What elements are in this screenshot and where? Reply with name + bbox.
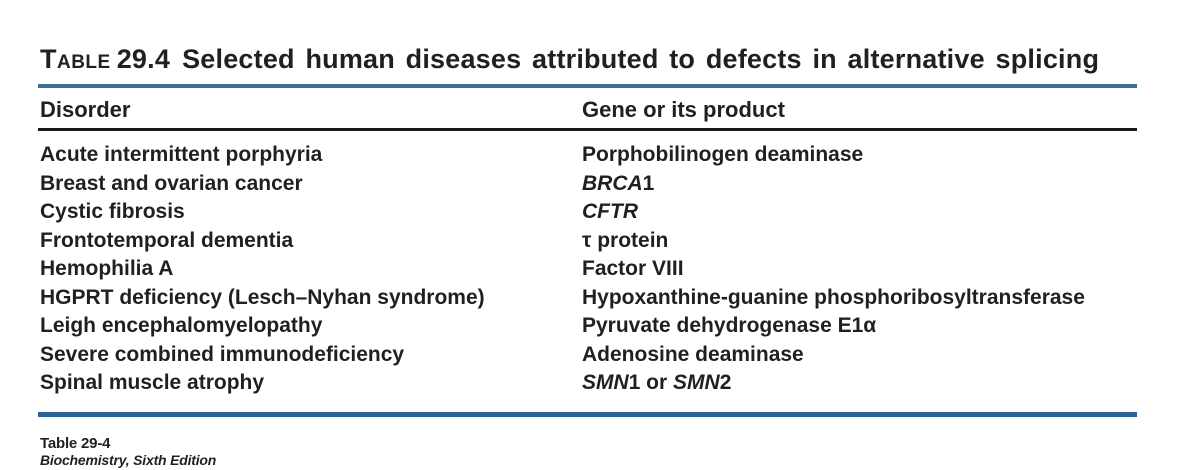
table-row: Frontotemporal dementia τ protein bbox=[40, 227, 1160, 256]
gene-name-italic: SMN bbox=[582, 371, 629, 394]
gene-name-text: 2 bbox=[719, 371, 732, 394]
gene-name-text: Factor VIII bbox=[582, 257, 684, 280]
disorder-cell: Frontotemporal dementia bbox=[40, 228, 294, 252]
table-row: Acute intermittent porphyria Porphobilino… bbox=[40, 141, 1160, 170]
table-row: Breast and ovarian cancer BRCA1 bbox=[40, 170, 1160, 199]
gene-cell: CFTR bbox=[582, 198, 1160, 227]
footer-table-number: Table 29-4 bbox=[40, 435, 111, 452]
footer-book-title: Biochemistry, Sixth Edition bbox=[40, 452, 217, 468]
top-rule bbox=[38, 84, 1137, 88]
disorder-cell: Severe combined immunodeficiency bbox=[40, 342, 405, 366]
gene-cell: Factor VIII bbox=[582, 255, 1160, 284]
bottom-rule bbox=[38, 412, 1137, 417]
disorder-cell: Cystic fibrosis bbox=[40, 200, 185, 223]
gene-cell: Pyruvate dehydrogenase E1α bbox=[582, 312, 1160, 341]
table-row: Severe combined immunodeficiency Adenosin… bbox=[40, 341, 1160, 370]
gene-cell: SMN1 or SMN2 bbox=[582, 369, 1160, 398]
gene-name-text: Porphobilinogen deaminase bbox=[582, 143, 864, 166]
table-title-label: Table bbox=[40, 44, 111, 74]
table-row: Cystic fibrosis CFTR bbox=[40, 198, 1160, 227]
table-title: Table 29.4 Selected human diseases attribu… bbox=[40, 44, 1099, 75]
table-row: Hemophilia A Factor VIII bbox=[40, 255, 1160, 284]
table-row: Spinal muscle atrophy SMN1 or SMN2 bbox=[40, 369, 1160, 398]
column-header-gene: Gene or its product bbox=[582, 97, 785, 122]
gene-name-text: τ protein bbox=[582, 228, 669, 252]
gene-name-text: 1 or bbox=[628, 371, 674, 394]
table-body: Acute intermittent porphyria Porphobilino… bbox=[40, 141, 1160, 398]
gene-name-italic: SMN bbox=[673, 371, 720, 394]
column-header-disorder: Disorder bbox=[40, 97, 131, 122]
gene-cell: Porphobilinogen deaminase bbox=[582, 141, 1160, 170]
disorder-cell: Breast and ovarian cancer bbox=[40, 171, 303, 195]
gene-cell: Hypoxanthine-guanine phosphoribosyltrans… bbox=[582, 284, 1160, 313]
figure-footer: Table 29-4 Biochemistry, Sixth Edition bbox=[40, 435, 216, 468]
table-row: HGPRT deficiency (Lesch–Nyhan syndrome) H… bbox=[40, 284, 1160, 313]
disorder-cell: Leigh encephalomyelopathy bbox=[40, 314, 323, 337]
table-title-number: 29.4 bbox=[116, 44, 171, 74]
gene-name-text: Hypoxanthine-guanine phosphoribosyltrans… bbox=[582, 285, 1085, 309]
gene-name-text: Pyruvate dehydrogenase E1α bbox=[582, 314, 877, 337]
gene-cell: Adenosine deaminase bbox=[582, 341, 1160, 370]
table-title-text: Selected human diseases attributed to de… bbox=[182, 44, 1100, 74]
gene-name-italic: CFTR bbox=[582, 200, 638, 223]
disorder-cell: Acute intermittent porphyria bbox=[40, 143, 323, 166]
gene-name-text: 1 bbox=[642, 171, 655, 195]
disorder-cell: Hemophilia A bbox=[40, 257, 174, 280]
gene-name-italic: BRCA bbox=[582, 171, 643, 195]
header-rule bbox=[38, 128, 1137, 131]
disorder-cell: Spinal muscle atrophy bbox=[40, 371, 265, 394]
gene-cell: τ protein bbox=[582, 227, 1160, 256]
disorder-cell: HGPRT deficiency (Lesch–Nyhan syndrome) bbox=[40, 285, 485, 309]
gene-cell: BRCA1 bbox=[582, 170, 1160, 199]
table-row: Leigh encephalomyelopathy Pyruvate dehydr… bbox=[40, 312, 1160, 341]
gene-name-text: Adenosine deaminase bbox=[582, 342, 804, 366]
table-header-row: Disorder Gene or its product bbox=[40, 97, 1137, 123]
